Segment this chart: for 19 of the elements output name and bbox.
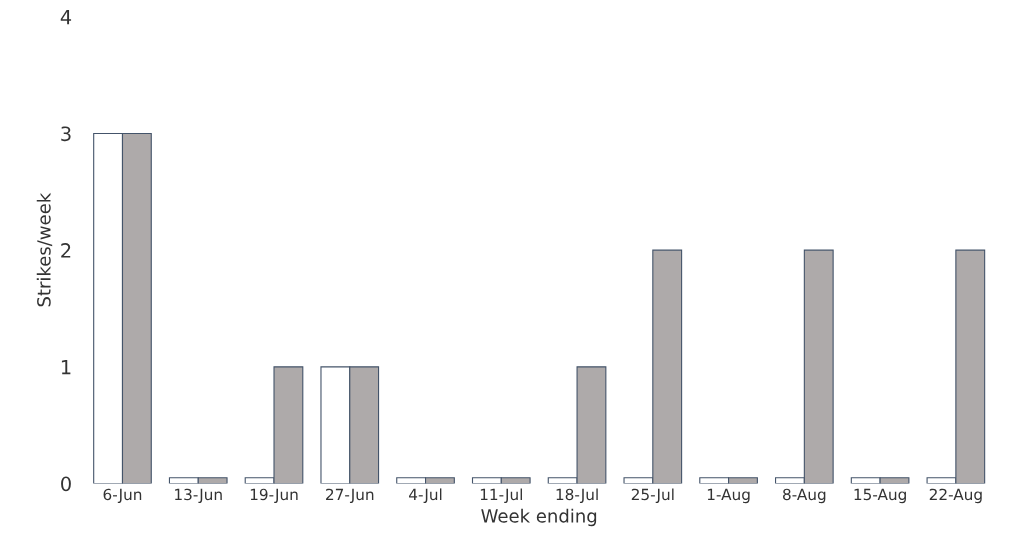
x-tick-label: 15-Aug [854,488,906,504]
y-tick-label: 3 [61,126,71,142]
x-tick-label: 18-Jul [556,488,598,504]
x-axis-title: Week ending [481,508,597,527]
y-tick-label: 2 [61,243,71,258]
y-axis-title: Strikes/week [36,192,53,307]
y-tick-label: 1 [61,360,71,375]
x-tick-label: 6-Jun [103,488,142,504]
x-tick-label: 22-Aug [929,488,982,504]
x-tick-label: 11-Jul [480,488,522,504]
y-tick-label: 4 [60,9,72,25]
x-tick-label: 4-Jul [409,488,442,504]
y-tick-label: 0 [61,476,71,492]
x-tick-label: 19-Jun [250,488,298,504]
x-tick-label: 27-Jun [326,488,374,504]
x-tick-label: 1-Aug [707,488,750,504]
x-tick-label: 13-Jun [175,488,222,504]
x-tick-label: 8-Aug [783,488,826,504]
x-tick-label: 25-Jul [631,488,674,504]
